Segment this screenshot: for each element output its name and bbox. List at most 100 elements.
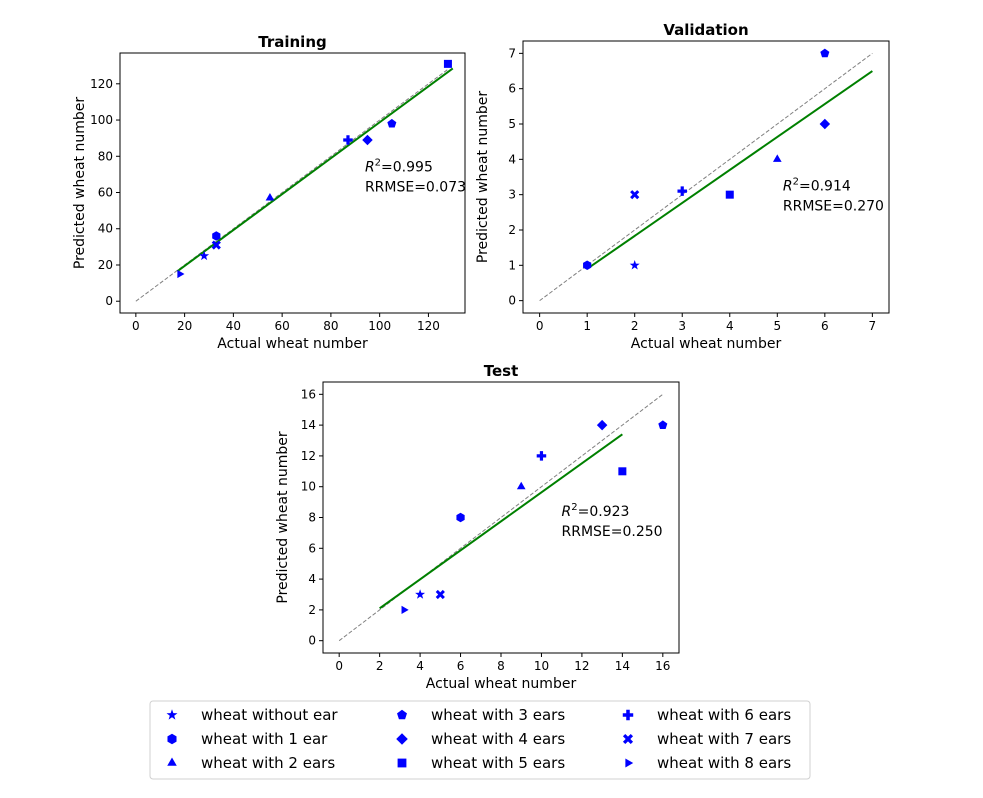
legend-label: wheat with 8 ears xyxy=(657,754,791,772)
legend-marker-x-shape xyxy=(622,733,634,745)
legend-label: wheat without ear xyxy=(201,706,338,724)
x-tick-label: 0 xyxy=(536,319,544,333)
x-tick-label: 60 xyxy=(274,319,289,333)
x-axis-label: Actual wheat number xyxy=(217,336,368,352)
legend-marker-hexagon xyxy=(167,733,177,745)
y-tick-label: 20 xyxy=(98,258,113,272)
y-axis-label: Predicted wheat number xyxy=(275,431,291,604)
x-tick-label: 16 xyxy=(655,659,670,673)
data-point-hexagon xyxy=(212,231,221,241)
y-tick-label: 3 xyxy=(508,188,516,202)
data-point-triangle-right xyxy=(401,605,409,614)
y-tick-label: 7 xyxy=(508,46,516,60)
legend: wheat without ear wheat with 1 ear wheat w… xyxy=(149,700,811,780)
legend-label: wheat with 4 ears xyxy=(431,730,565,748)
legend-label: wheat with 1 ear xyxy=(201,730,328,748)
x-tick-label: 6 xyxy=(821,319,829,333)
y-tick-label: 0 xyxy=(308,634,316,648)
x-tick-label: 2 xyxy=(631,319,639,333)
data-point-square xyxy=(725,190,734,199)
legend-marker-diamond xyxy=(396,733,408,745)
r2-value: =0.914 xyxy=(799,179,851,195)
data-point-x xyxy=(630,190,640,200)
legend-marker-star xyxy=(166,709,178,720)
data-point-star xyxy=(415,589,426,599)
legend-label: wheat with 3 ears xyxy=(431,706,565,724)
x-tick-label: 8 xyxy=(497,659,505,673)
y-tick-label: 120 xyxy=(90,77,113,91)
r2-superscript: 2 xyxy=(793,177,799,188)
y-tick-label: 0 xyxy=(508,294,516,308)
x-axis-label: Actual wheat number xyxy=(631,336,782,352)
data-point-triangle-right xyxy=(177,269,185,279)
r2-superscript: 2 xyxy=(571,502,577,513)
legend-marker-square xyxy=(397,758,407,768)
identity-line xyxy=(135,68,449,302)
chart-panel-validation: 0 1 2 3 4 5 6 7 0 1 2 3 4 5 6 7 Validation Actual wheat n… xyxy=(475,21,890,352)
fit-line xyxy=(379,433,623,610)
x-tick-label: 1 xyxy=(583,319,591,333)
legend-marker-x xyxy=(622,733,634,745)
y-tick-label: 8 xyxy=(308,511,316,525)
data-point-plus xyxy=(677,186,687,196)
y-tick-label: 60 xyxy=(98,186,113,200)
chart-title: Test xyxy=(484,362,519,380)
data-point-hexagon xyxy=(583,260,592,271)
y-tick-label: 10 xyxy=(301,480,316,494)
data-point-x-shape xyxy=(630,190,640,200)
r2-symbol: R xyxy=(562,504,572,520)
data-point-triangle-up xyxy=(265,192,275,201)
data-point-x-shape xyxy=(435,589,445,600)
r2-value: =0.923 xyxy=(578,504,630,520)
legend-label: wheat with 2 ears xyxy=(201,754,335,772)
plot-frame xyxy=(119,52,466,314)
y-tick-label: 2 xyxy=(308,603,316,617)
rrmse-annotation: RRMSE=0.270 xyxy=(783,199,884,215)
data-point-triangle-up xyxy=(516,481,526,490)
identity-line xyxy=(539,52,873,302)
data-point-x-shape xyxy=(211,240,221,250)
data-point-hexagon xyxy=(456,512,465,523)
legend-marker-plus xyxy=(622,709,634,721)
y-tick-label: 12 xyxy=(301,449,316,463)
legend-marker-pentagon xyxy=(397,709,407,720)
data-point-pentagon xyxy=(387,118,397,128)
data-point-plus xyxy=(343,135,353,145)
x-tick-label: 0 xyxy=(335,659,343,673)
data-point-square xyxy=(618,467,627,476)
data-point-pentagon xyxy=(658,420,668,429)
x-tick-label: 10 xyxy=(534,659,549,673)
y-tick-label: 40 xyxy=(98,222,113,236)
chart-title: Training xyxy=(258,33,326,51)
data-point-x xyxy=(435,589,445,600)
y-tick-label: 1 xyxy=(508,258,516,272)
x-tick-label: 120 xyxy=(417,319,440,333)
rrmse-annotation: RRMSE=0.250 xyxy=(562,524,663,540)
data-point-x xyxy=(211,240,221,250)
data-point-diamond xyxy=(362,134,373,146)
legend-box xyxy=(149,700,811,780)
legend-label: wheat with 6 ears xyxy=(657,706,791,724)
x-tick-label: 4 xyxy=(416,659,424,673)
x-tick-label: 80 xyxy=(323,319,338,333)
r2-superscript: 2 xyxy=(375,157,381,168)
y-axis-label: Predicted wheat number xyxy=(475,91,491,264)
legend-label: wheat with 5 ears xyxy=(431,754,565,772)
x-tick-label: 7 xyxy=(869,319,877,333)
x-tick-label: 5 xyxy=(773,319,781,333)
data-point-triangle-up xyxy=(772,154,782,162)
y-tick-label: 100 xyxy=(90,113,113,127)
data-point-pentagon xyxy=(820,48,830,58)
x-tick-label: 12 xyxy=(574,659,589,673)
r2-annotation: R2=0.914 xyxy=(783,177,851,195)
y-tick-label: 16 xyxy=(301,387,316,401)
r2-annotation: R2=0.995 xyxy=(365,157,433,175)
data-point-star xyxy=(199,250,210,261)
x-tick-label: 4 xyxy=(726,319,734,333)
legend-marker-triangle-right xyxy=(625,758,634,768)
legend-marker-triangle-up xyxy=(167,757,177,766)
y-tick-label: 5 xyxy=(508,117,516,131)
x-tick-label: 100 xyxy=(368,319,391,333)
x-axis-label: Actual wheat number xyxy=(426,676,577,692)
